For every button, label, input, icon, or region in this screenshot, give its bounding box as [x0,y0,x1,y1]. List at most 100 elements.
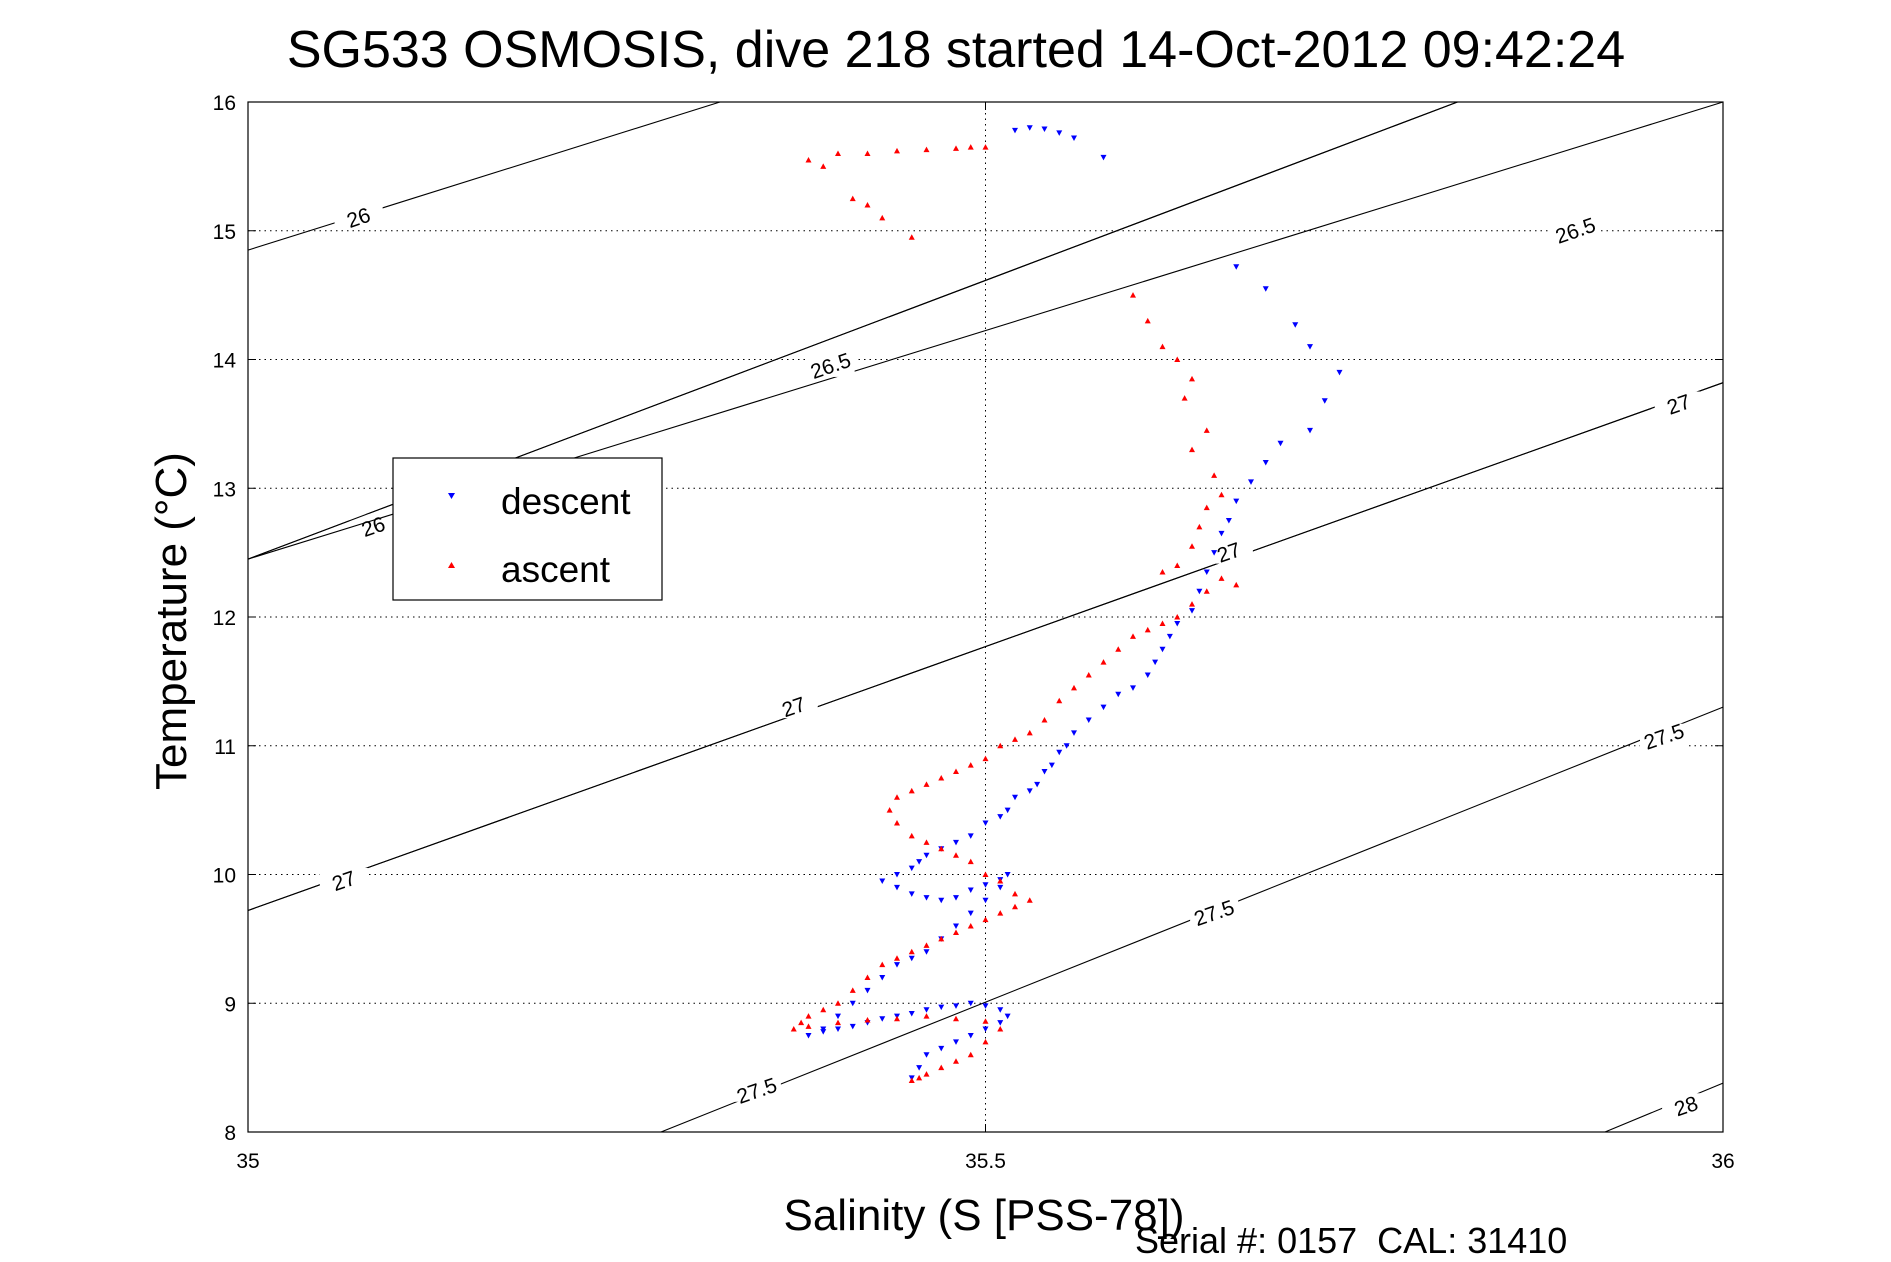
contour-label-bg [1662,1093,1711,1118]
ascent-point [997,742,1004,749]
ascent-point [982,144,989,150]
ascent-point [938,845,945,852]
ascent-point [1218,491,1225,498]
ascent-point [997,910,1004,916]
descent-point [1248,479,1254,485]
descent-point [1026,788,1033,794]
ascent-point [894,1015,900,1022]
descent-point [894,962,900,968]
x-tick-label: 35 [236,1150,259,1173]
contour-label-bg [732,1077,781,1102]
ascent-point [908,234,915,240]
contour-label-bg [1551,217,1600,242]
ascent-point [820,163,827,169]
ascent-point [805,1013,812,1019]
descent-point [1292,322,1299,328]
legend-ascent-marker [448,562,455,568]
descent-point [938,897,945,904]
ascent-point [923,146,930,153]
contour-label-bg [319,867,368,892]
legend-ascent-label: ascent [501,549,611,590]
descent-point [953,1039,959,1045]
descent-point [982,820,989,826]
descent-point [879,878,886,884]
y-tick-label: 8 [224,1122,236,1145]
series-ascent [790,144,1240,1083]
descent-point [820,1029,827,1035]
ascent-point [1056,697,1063,704]
ascent-point [1071,684,1077,691]
descent-point [1159,646,1166,653]
x-tick-label: 35.5 [965,1150,1006,1173]
descent-point [1321,398,1328,404]
descent-point [1233,264,1240,270]
ascent-point [1181,395,1188,401]
descent-point [864,987,871,994]
descent-point [1063,743,1070,749]
ascent-point [835,1000,841,1006]
descent-point [997,1020,1004,1026]
ascent-point [982,755,989,762]
descent-point [908,955,915,962]
ascent-point [864,150,871,156]
descent-point [997,884,1004,891]
ascent-point [894,820,900,826]
descent-point [908,891,915,897]
contour-label-bg [1190,900,1239,925]
ascent-point [953,1058,959,1064]
descent-point [894,884,900,891]
ascent-point [1159,568,1166,575]
descent-point [1026,125,1033,131]
ascent-point [1233,581,1240,588]
descent-point [835,1013,841,1020]
descent-point [1233,498,1240,505]
descent-point [953,923,959,929]
descent-point [967,1000,974,1007]
data-series [790,125,1343,1083]
ascent-point [908,1077,915,1083]
ascent-point [1012,890,1018,897]
descent-point [982,1003,989,1009]
y-tick-label: 11 [214,736,236,759]
serial-cal-footer: Serial #: 0157 CAL: 31410 [1135,1220,1567,1261]
ascent-point [908,948,915,955]
ascent-point [864,1016,871,1023]
x-axis-ticks: 35 35.5 36 [236,102,1735,1173]
descent-point [1262,460,1269,466]
descent-point [1100,704,1107,711]
descent-point [1085,717,1092,723]
ascent-point [982,1038,989,1045]
ascent-point [953,768,959,774]
legend-descent-marker [448,493,455,499]
descent-point [1218,530,1225,537]
descent-point [1307,344,1313,350]
ascent-point [997,877,1004,884]
ascent-point [805,1023,812,1029]
ascent-point [835,1019,841,1026]
ascent-point [953,1015,959,1022]
ascent-point [1026,897,1033,903]
ascent-point [886,807,893,813]
ascent-point [923,942,930,948]
descent-point [908,865,915,872]
ascent-point [805,156,812,163]
descent-point [997,814,1004,820]
descent-point [1115,691,1122,698]
descent-point [916,859,923,865]
ascent-point [982,1018,989,1024]
y-tick-label: 9 [224,993,236,1016]
ascent-point [908,832,915,839]
ascent-point [864,974,871,980]
descent-point [1174,620,1181,627]
descent-point [953,839,959,846]
descent-point [967,833,974,839]
ascent-point [953,929,959,935]
ascent-point [1203,588,1210,594]
descent-point [1034,781,1041,788]
descent-point [1100,154,1107,161]
descent-point [1004,807,1011,814]
x-axis-label: Salinity (S [PSS-78]) [783,1191,1184,1240]
descent-point [982,897,989,904]
ascent-point [1159,620,1166,626]
ascent-point [849,987,856,993]
